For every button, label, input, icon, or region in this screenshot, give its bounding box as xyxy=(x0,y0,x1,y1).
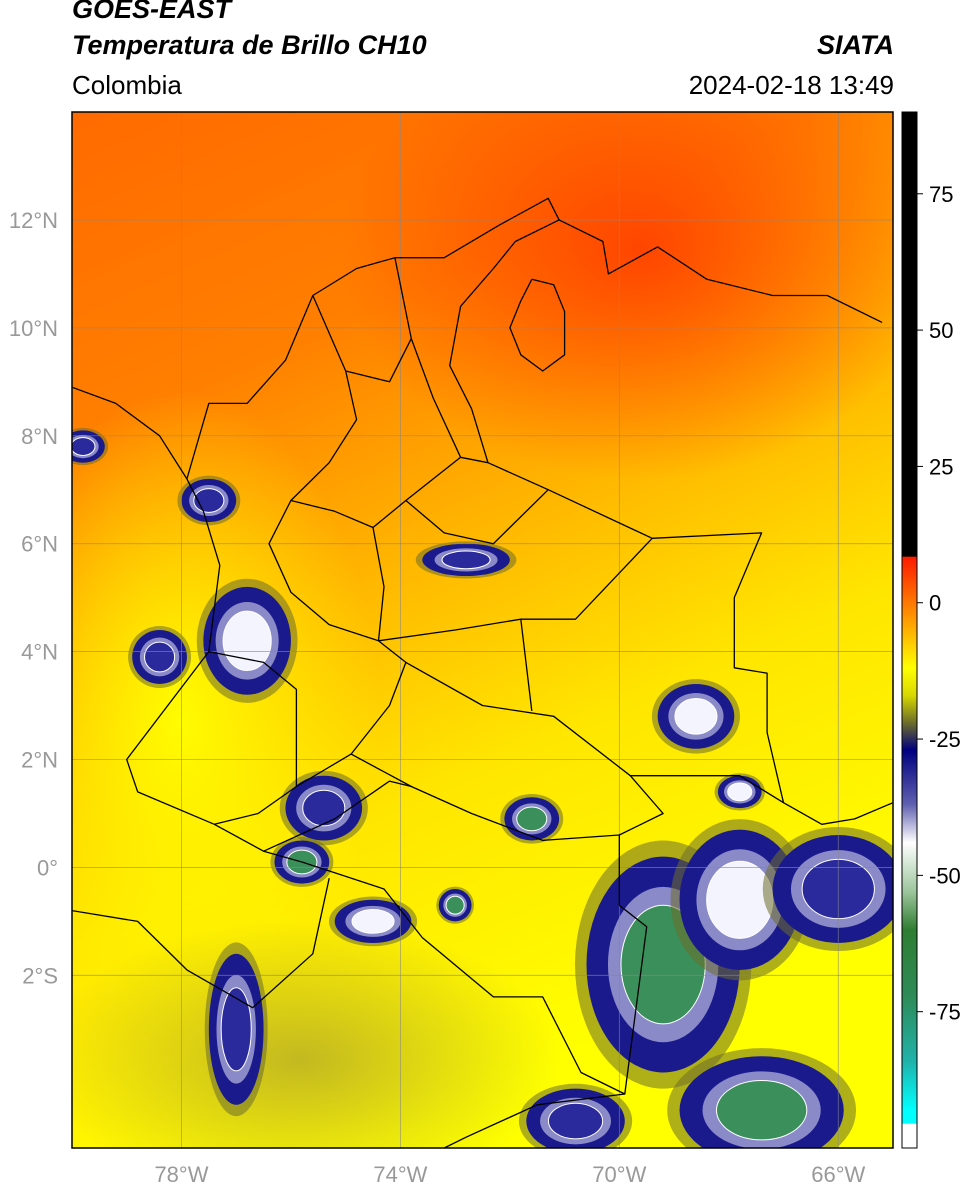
colorbar-tick-label: 50 xyxy=(929,318,953,343)
latitude-label: 2°N xyxy=(21,748,58,773)
convective-cell xyxy=(279,770,368,846)
longitude-label: 70°W xyxy=(592,1162,646,1187)
border-ecuador_peru_1 xyxy=(72,878,330,1009)
border-interior_dept4 xyxy=(405,661,631,777)
latitude-label: 6°N xyxy=(21,532,58,557)
convective-cell xyxy=(196,578,298,703)
latitude-label: 12°N xyxy=(9,208,58,233)
convective-cell xyxy=(762,826,893,952)
longitude-labels: 78°W 74°W 70°W 66°W xyxy=(154,1162,865,1187)
organization-label: SIATA xyxy=(817,30,894,60)
convective-cell xyxy=(72,427,109,466)
latitude-label: 2°S xyxy=(22,963,58,988)
colorbar-tick-label: -75 xyxy=(929,1000,961,1025)
longitude-label: 66°W xyxy=(811,1162,865,1187)
border-interior_dept2 xyxy=(394,257,489,464)
convective-cell xyxy=(714,773,765,811)
convective-cell xyxy=(204,942,268,1117)
satellite-title: GOES-EAST xyxy=(72,0,232,24)
colorbar-tick-label: -50 xyxy=(929,863,961,888)
border-interior_dept12 xyxy=(405,489,549,545)
longitude-label: 78°W xyxy=(154,1162,208,1187)
longitude-label: 74°W xyxy=(373,1162,427,1187)
convective-cell xyxy=(667,1048,857,1148)
map-frame xyxy=(71,111,894,1149)
border-interior_dept11 xyxy=(372,527,385,641)
colorbar-tick-label: 25 xyxy=(929,454,953,479)
region-subtitle: Colombia xyxy=(72,70,182,100)
border-lake_maracaibo xyxy=(509,278,566,372)
convective-cell xyxy=(415,541,517,579)
convective-cell xyxy=(128,625,192,689)
latitude-label: 8°N xyxy=(21,424,58,449)
border-venezuela_coast xyxy=(558,219,883,323)
colorbar-tick-label: 0 xyxy=(929,591,941,616)
product-title: Temperatura de Brillo CH10 xyxy=(72,30,427,60)
border-interior_dept8 xyxy=(208,650,298,787)
latitude-label: 4°N xyxy=(21,640,58,665)
colorbar: 75 50 25 0 -25 -50 -75 xyxy=(901,111,961,1149)
colorbar-tick-label: 75 xyxy=(929,182,953,207)
border-interior_dept7 xyxy=(263,780,412,852)
border-interior_dept5 xyxy=(520,619,533,711)
border-colombia xyxy=(126,197,785,1095)
border-interior_dept6 xyxy=(350,753,620,842)
convective-cell xyxy=(651,679,741,754)
border-interior_dept9 xyxy=(290,456,462,529)
latitude-label: 0° xyxy=(37,855,58,880)
political-borders xyxy=(72,197,893,1148)
latitude-labels: 12°N 10°N 8°N 6°N 4°N 2°N 0° 2°S xyxy=(9,208,58,988)
border-interior_dept xyxy=(214,295,407,825)
colorbar-tick-label: -25 xyxy=(929,727,961,752)
latitude-label: 10°N xyxy=(9,316,58,341)
convective-cell xyxy=(328,896,418,947)
border-interior_dept10 xyxy=(345,338,412,383)
datetime-label: 2024-02-18 13:49 xyxy=(688,70,894,100)
convective-cell xyxy=(436,886,475,924)
convective-cell xyxy=(500,794,564,844)
warm-region xyxy=(340,112,893,480)
convective-cell xyxy=(177,475,241,526)
cool-region-south xyxy=(72,920,560,1148)
border-venezuela_brazil xyxy=(783,802,893,825)
border-panama xyxy=(72,386,188,480)
convective-cells xyxy=(72,427,893,1148)
border-peru_brazil xyxy=(443,1093,625,1148)
